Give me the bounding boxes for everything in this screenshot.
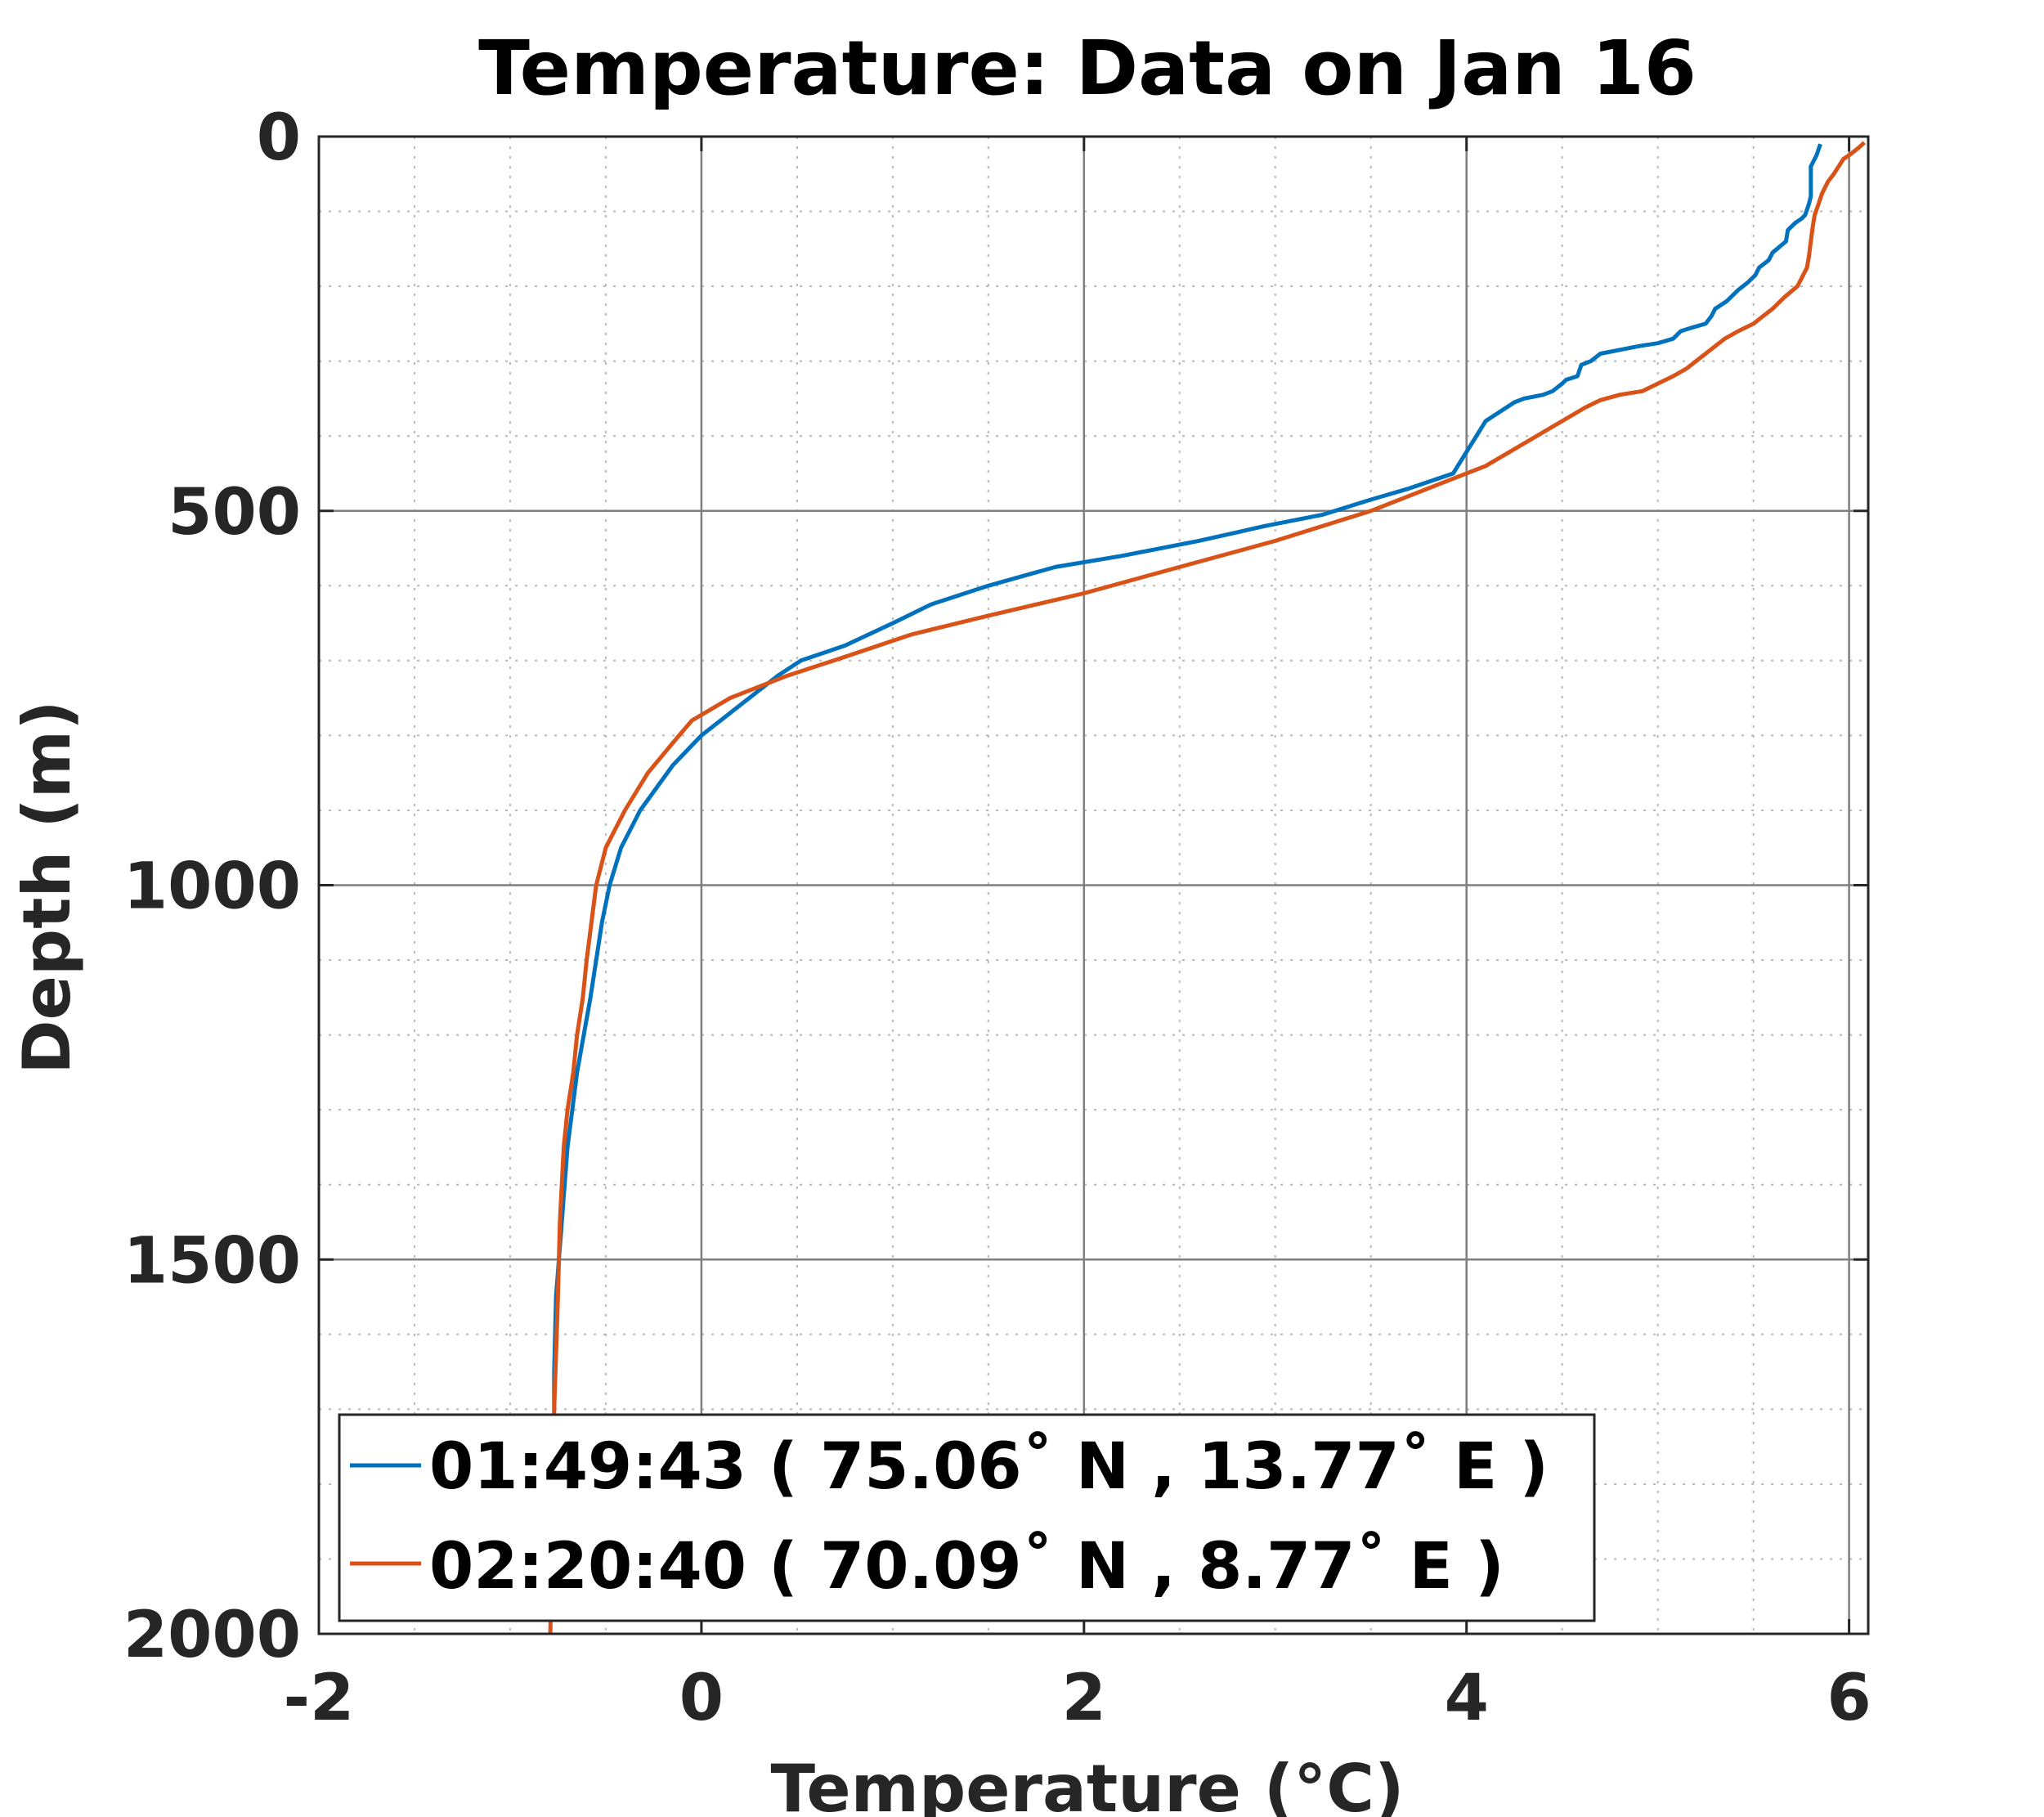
legend-box xyxy=(338,1413,1596,1622)
y-tick-label: 1500 xyxy=(123,1224,301,1298)
legend-label-series-1: 01:49:43 ( 75.06˚ N , 13.77˚ E ) xyxy=(429,1430,1549,1504)
legend-label-series-2: 02:20:40 ( 70.09˚ N , 8.77˚ E ) xyxy=(429,1530,1504,1604)
y-axis-label: Depth (m) xyxy=(9,700,85,1074)
x-tick-labels: -2 0 2 4 6 xyxy=(284,1662,1871,1735)
minor-grid xyxy=(319,137,1868,1634)
x-tick-label: 0 xyxy=(679,1662,724,1735)
y-tick-label: 1000 xyxy=(123,850,301,924)
chart-title: Temperature: Data on Jan 16 xyxy=(478,25,1697,112)
major-grid xyxy=(319,137,1868,1634)
x-tick-label: 4 xyxy=(1445,1662,1489,1735)
series-line-1 xyxy=(552,143,1822,1410)
series-line-2 xyxy=(548,141,1866,1635)
legend: 01:49:43 ( 75.06˚ N , 13.77˚ E ) 02:20:4… xyxy=(338,1413,1596,1622)
y-tick-label: 0 xyxy=(257,101,301,175)
y-tick-label: 500 xyxy=(168,476,301,550)
x-tick-label: -2 xyxy=(284,1662,355,1735)
series-layer xyxy=(548,141,1866,1635)
y-tick-labels: 0 500 1000 1500 2000 xyxy=(123,101,301,1672)
x-tick-label: 2 xyxy=(1062,1662,1106,1735)
x-tick-label: 6 xyxy=(1827,1662,1871,1735)
tick-marks xyxy=(317,135,1868,1635)
y-tick-label: 2000 xyxy=(123,1599,301,1672)
x-axis-label: Temperature (°C) xyxy=(770,1751,1404,1817)
